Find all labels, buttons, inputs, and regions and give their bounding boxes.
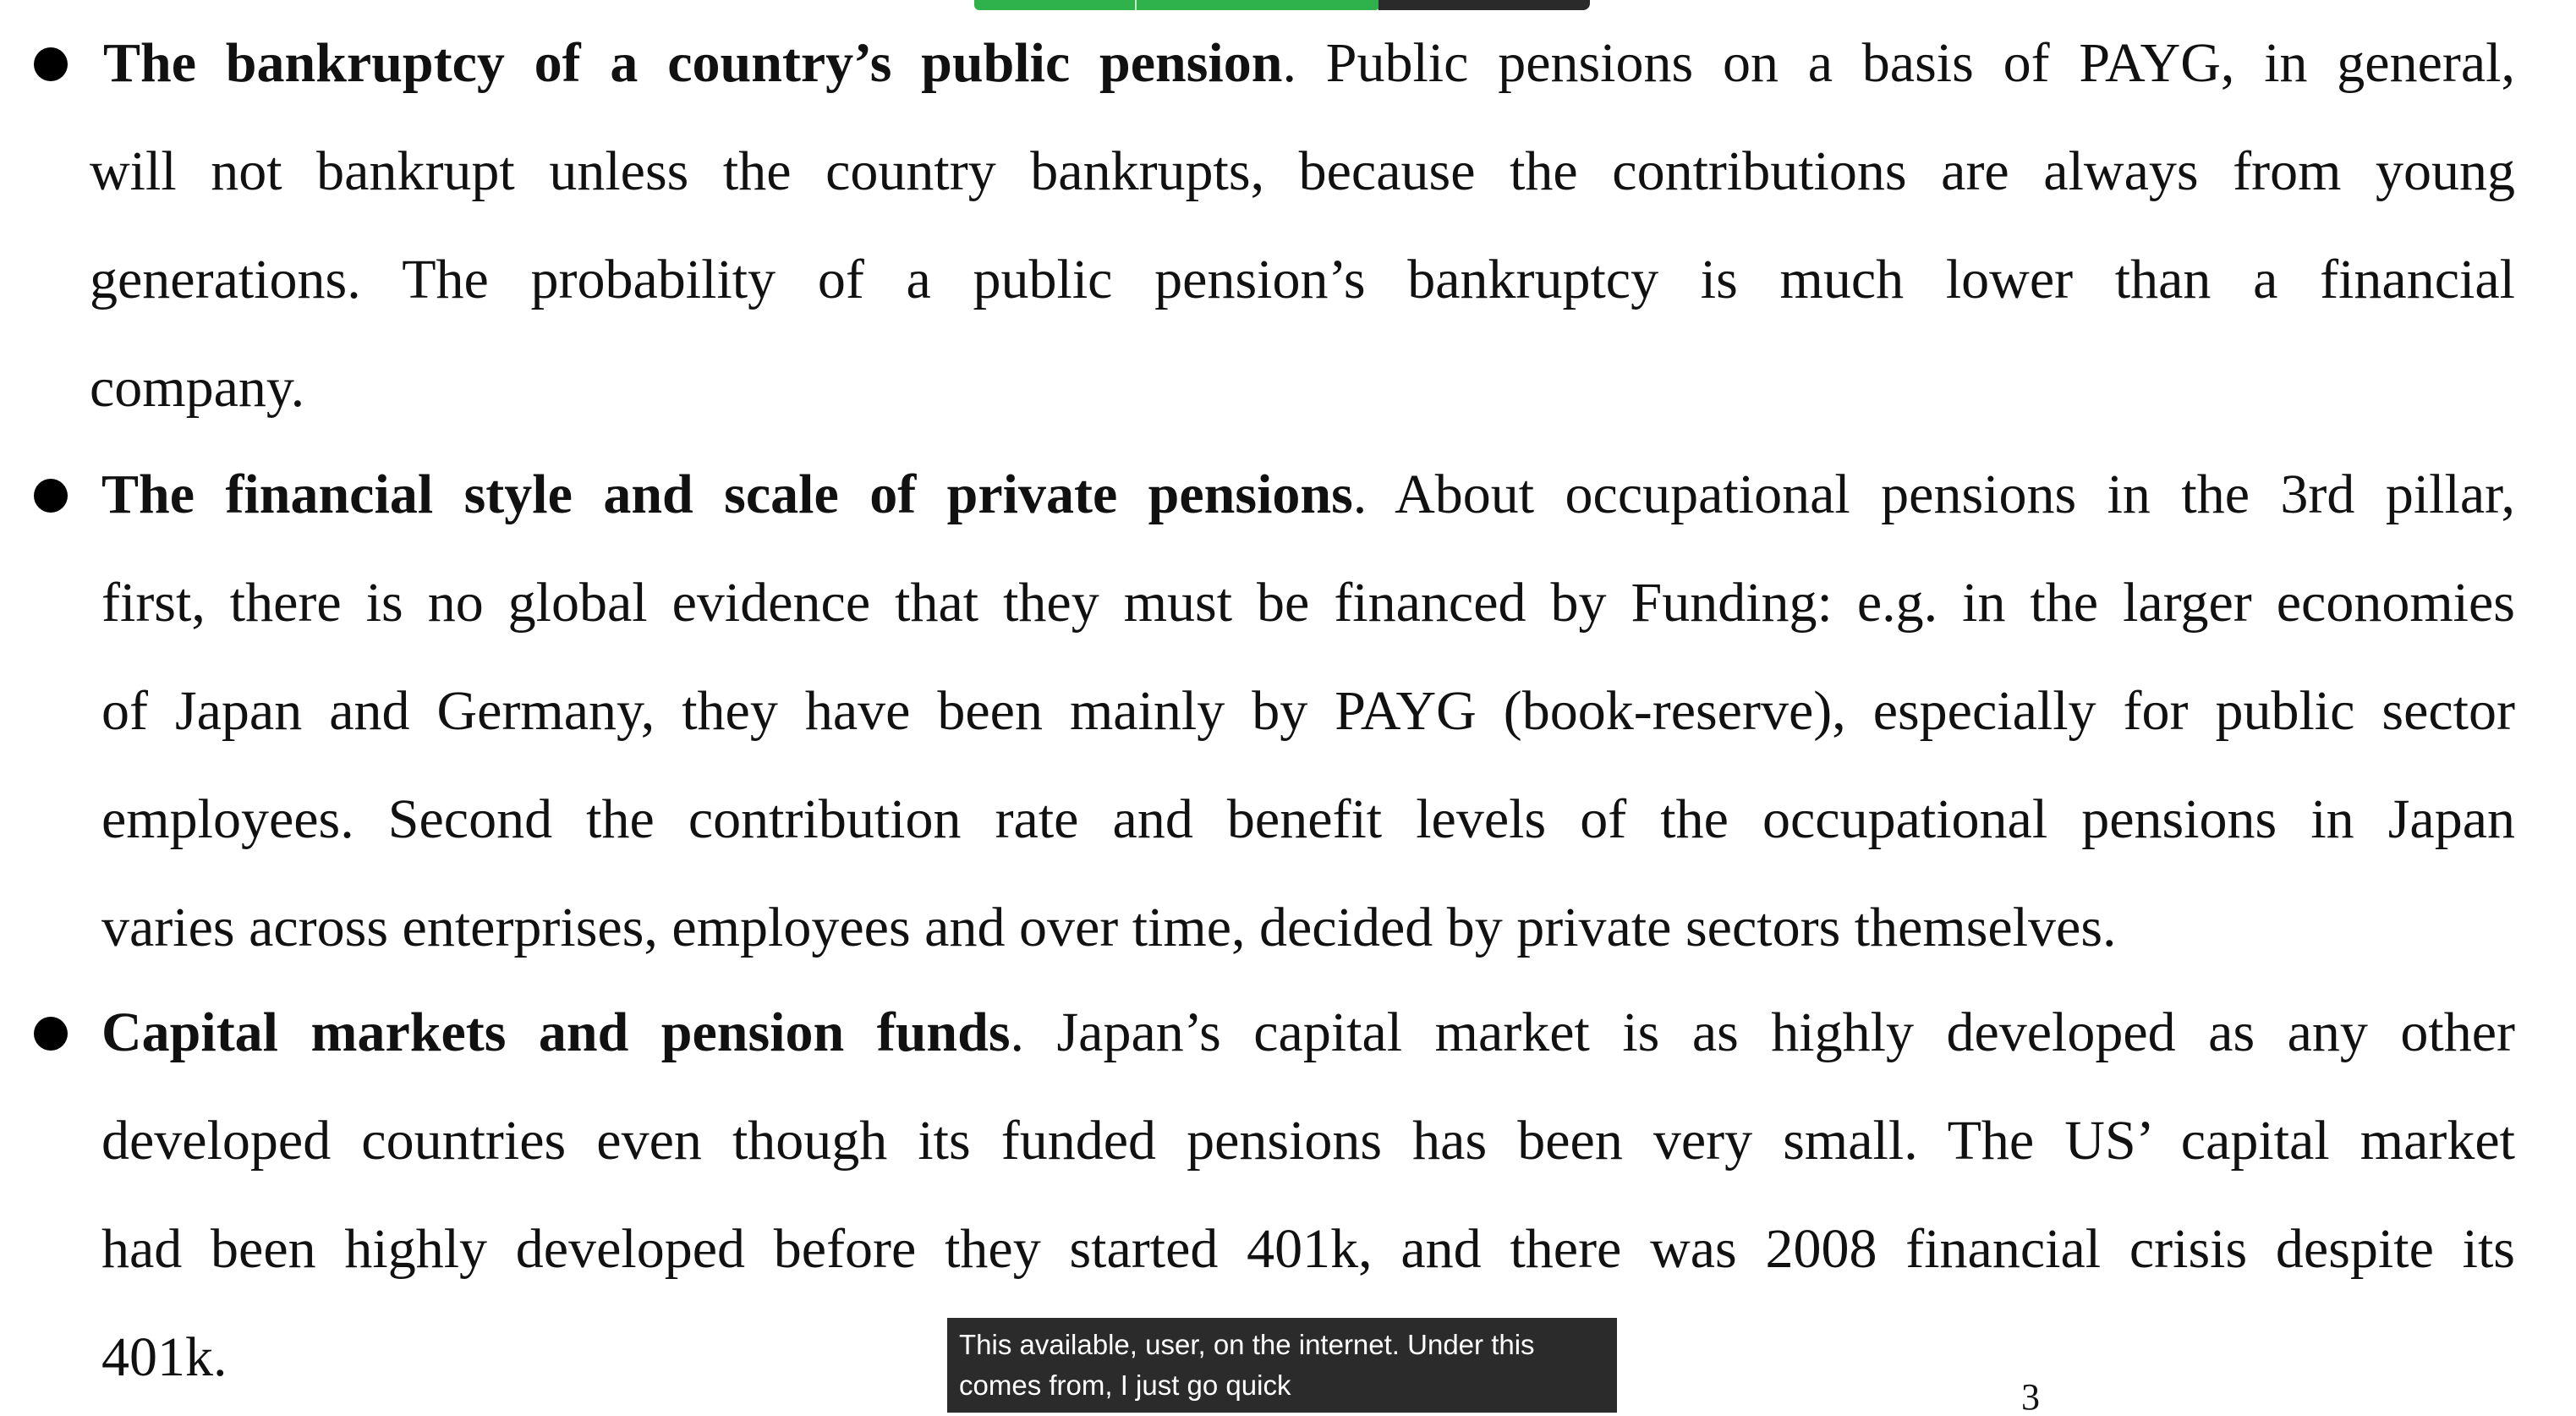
bullet-heading: Capital markets and pension funds (101, 1002, 1011, 1063)
paragraph-line: The financial style and scale of private… (101, 457, 2515, 533)
live-caption-box: This available, user, on the internet. U… (947, 1318, 1617, 1413)
paragraph-text: . Public pensions on a basis of PAYG, in… (1282, 32, 2516, 94)
paragraph-line: of Japan and Germany, they have been mai… (101, 680, 2515, 742)
bullet-dot-icon (34, 479, 68, 513)
paragraph-line: 401k. (101, 1326, 227, 1388)
toolbar-separator (1135, 0, 1137, 10)
paragraph-text: . Japan’s capital market is as highly de… (1010, 1002, 2516, 1063)
meeting-toolbar-green[interactable] (974, 0, 1380, 10)
paragraph-line: employees. Second the contribution rate … (101, 788, 2515, 850)
paragraph-text: . About occupational pensions in the 3rd… (1352, 464, 2515, 525)
bullet-heading: The financial style and scale of private… (101, 464, 1353, 525)
bullet-dot-icon (34, 1017, 68, 1051)
bullet-dot-icon (34, 47, 68, 81)
paragraph-line: company. (90, 357, 305, 419)
paragraph-line: varies across enterprises, employees and… (101, 897, 2117, 958)
paragraph-line: generations. The probability of a public… (90, 249, 2515, 310)
paragraph-line: The bankruptcy of a country’s public pen… (103, 25, 2515, 102)
paragraph-line: had been highly developed before they st… (101, 1218, 2515, 1280)
bullet-heading: The bankruptcy of a country’s public pen… (103, 32, 1283, 94)
paragraph-line: first, there is no global evidence that … (101, 572, 2515, 634)
page-number: 3 (2021, 1376, 2040, 1416)
paragraph-line: Capital markets and pension funds. Japan… (101, 995, 2515, 1071)
caption-line: This available, user, on the internet. U… (959, 1329, 1535, 1360)
paragraph-line: developed countries even though its fund… (101, 1110, 2515, 1172)
paragraph-line: will not bankrupt unless the country ban… (90, 140, 2515, 202)
meeting-toolbar-dark[interactable] (1378, 0, 1590, 10)
caption-line: comes from, I just go quick (959, 1369, 1291, 1401)
